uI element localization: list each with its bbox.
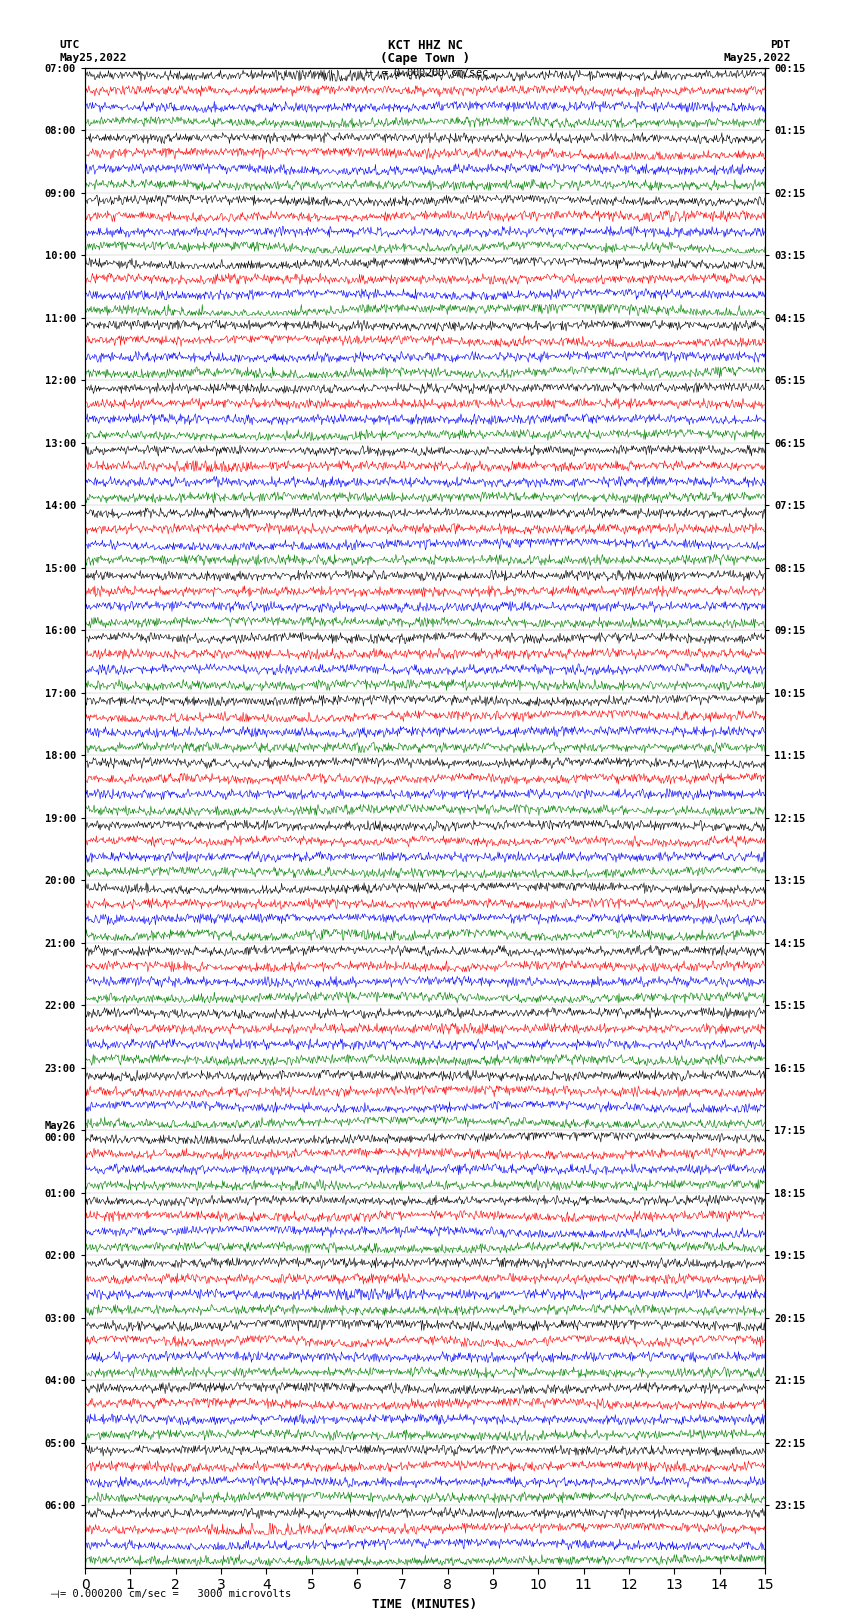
Text: = 0.000200 cm/sec =   3000 microvolts: = 0.000200 cm/sec = 3000 microvolts [60,1589,291,1598]
Text: May25,2022: May25,2022 [60,53,127,63]
Text: (Cape Town ): (Cape Town ) [380,52,470,65]
Text: KCT HHZ NC: KCT HHZ NC [388,39,462,52]
Text: May25,2022: May25,2022 [723,53,791,63]
Text: UTC: UTC [60,40,80,50]
Text: PDT: PDT [770,40,790,50]
X-axis label: TIME (MINUTES): TIME (MINUTES) [372,1598,478,1611]
Text: $\vdash$ = 0.000200 cm/sec: $\vdash$ = 0.000200 cm/sec [362,66,488,79]
Text: $\dashv$: $\dashv$ [47,1587,60,1600]
